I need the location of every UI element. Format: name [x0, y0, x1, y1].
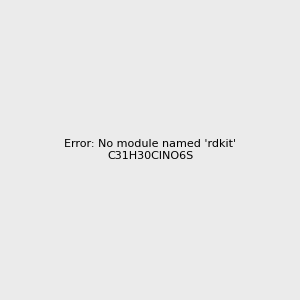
Text: Error: No module named 'rdkit'
C31H30ClNO6S: Error: No module named 'rdkit' C31H30ClN…: [64, 139, 236, 161]
